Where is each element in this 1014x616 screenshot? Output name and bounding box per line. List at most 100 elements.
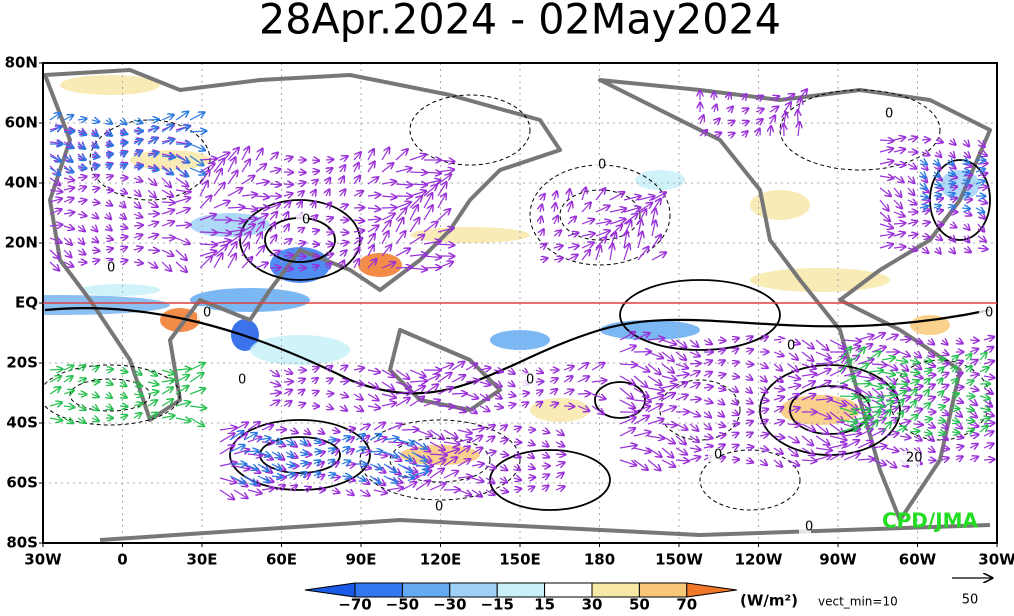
wind-vector — [732, 459, 739, 460]
wind-vector — [942, 363, 949, 364]
lon-label: 30E — [186, 551, 217, 569]
shading-region — [635, 170, 685, 190]
lat-label: 80S — [6, 534, 38, 552]
wind-vector — [340, 232, 348, 233]
contour-label: 0 — [526, 373, 534, 388]
wind-vector — [528, 477, 535, 478]
lon-label: 120E — [420, 551, 462, 569]
lat-label: EQ — [15, 294, 38, 312]
colorbar-label: −30 — [433, 596, 466, 613]
wind-vector — [556, 454, 565, 455]
wind-vector — [746, 364, 753, 365]
lon-label: 90W — [819, 551, 857, 569]
wind-vector — [984, 459, 994, 460]
wind-vector — [402, 429, 418, 430]
shading-region — [80, 284, 160, 296]
lon-label: 60E — [266, 551, 297, 569]
colorbar-label: −50 — [386, 596, 419, 613]
wind-vector — [962, 208, 970, 209]
title: 28Apr.2024 - 02May2024 — [259, 0, 781, 44]
wind-vector — [854, 383, 870, 384]
wind-vector — [718, 340, 725, 341]
wind-vector — [978, 163, 988, 164]
wind-vector — [92, 156, 99, 157]
contour-label: 0 — [985, 306, 993, 321]
wind-vector — [354, 207, 364, 208]
colorbar-label: 15 — [534, 596, 555, 613]
wind-vector — [326, 159, 333, 160]
wind-vector — [120, 406, 127, 407]
colorbar-label: −70 — [338, 596, 371, 613]
wind-vector — [270, 267, 281, 268]
wind-vector — [64, 131, 74, 132]
lat-label: 40N — [5, 174, 38, 192]
wind-vector — [304, 454, 311, 455]
contour-label: 0 — [107, 261, 115, 276]
wind-vector — [952, 432, 959, 433]
wind-vector — [952, 408, 959, 409]
shading-region — [358, 253, 402, 277]
wind-vector — [536, 381, 543, 382]
lat-label: 20S — [6, 354, 38, 372]
wind-vector — [914, 424, 923, 425]
wind-vector — [452, 393, 467, 394]
wind-vector — [396, 267, 412, 268]
wind-vector — [148, 119, 159, 120]
wind-vector — [882, 395, 895, 396]
contour-label: 20 — [906, 451, 923, 466]
lat-label: 40S — [6, 414, 38, 432]
wind-vector — [284, 184, 293, 185]
wind-vector — [312, 160, 319, 161]
colorbar-label: 70 — [676, 596, 697, 613]
contour-label: 0 — [598, 158, 606, 173]
lon-label: 150W — [655, 551, 703, 569]
reference-vector-label: 50 — [962, 593, 979, 608]
lon-label: 30W — [978, 551, 1014, 569]
credit-label: CPD/JMA — [882, 509, 979, 533]
wind-vector — [438, 406, 454, 407]
units-label: (W/m²) — [740, 592, 798, 610]
wind-vector — [732, 423, 739, 424]
wind-vector — [578, 393, 590, 394]
contour-label: 0 — [302, 213, 310, 228]
wind-vector — [970, 340, 979, 341]
shading-region — [250, 335, 350, 365]
lat-label: 60N — [5, 114, 38, 132]
lat-label: 20N — [5, 234, 38, 252]
lat-label: 60S — [6, 474, 38, 492]
lon-label: 0 — [117, 551, 127, 569]
contour-label: 0 — [238, 373, 246, 388]
wind-vector — [690, 363, 701, 364]
wind-vector — [298, 256, 306, 257]
contour-label: 0 — [435, 500, 443, 515]
shading-region — [130, 150, 210, 170]
wind-vector — [148, 250, 159, 251]
wind-vector — [284, 381, 293, 382]
lon-label: 120W — [735, 551, 783, 569]
wind-vector — [388, 442, 403, 443]
lon-label: 30W — [24, 551, 62, 569]
contour-label: 0 — [805, 520, 813, 535]
lon-label: 180 — [584, 551, 615, 569]
colorbar-label: 30 — [582, 596, 603, 613]
contour-label: 0 — [203, 306, 211, 321]
lat-label: 80N — [5, 54, 38, 72]
wind-vector — [298, 172, 306, 173]
wind-vector — [342, 476, 351, 477]
shading-region — [600, 320, 700, 340]
colorbar: −70 −50 −30 −15 15 30 50 70 — [305, 583, 737, 612]
colorbar-label: −15 — [480, 596, 513, 613]
lon-label: 150E — [499, 551, 541, 569]
wind-vector — [312, 244, 319, 245]
shading-region — [530, 398, 590, 422]
wind-vector — [162, 202, 175, 203]
wind-vector — [936, 224, 943, 225]
contour-label: 0 — [714, 448, 722, 463]
lon-label: 60W — [899, 551, 937, 569]
vect-min-label: vect_min=10 — [818, 595, 898, 609]
colorbar-label: 50 — [629, 596, 650, 613]
wind-vector — [942, 399, 949, 400]
contour-label: 0 — [787, 339, 795, 354]
lon-label: 90E — [345, 551, 376, 569]
